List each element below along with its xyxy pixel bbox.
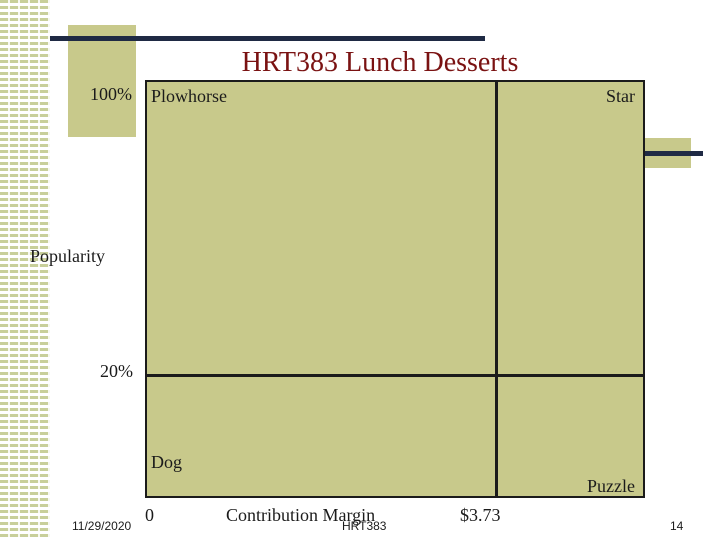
quadrant-label-dog: Dog <box>151 452 182 472</box>
slide-date: 11/29/2020 <box>72 519 132 533</box>
quadrant-label-plowhorse: Plowhorse <box>151 86 227 106</box>
slide-footer: HRT383 <box>342 519 387 533</box>
quadrant-label-puzzle: Puzzle <box>587 476 635 496</box>
x-axis-min-label: 0 <box>145 505 154 525</box>
decorative-stripes <box>0 0 50 540</box>
menu-engineering-matrix: Plowhorse Star Dog Puzzle <box>145 80 645 498</box>
x-axis-mid-label: $3.73 <box>460 505 501 525</box>
slide-title: HRT383 Lunch Desserts <box>241 47 519 78</box>
x-axis-label: Contribution Margin <box>226 505 376 525</box>
quadrant-label-star: Star <box>606 86 635 106</box>
decorative-block-left <box>68 25 136 137</box>
horizontal-divider <box>147 374 643 377</box>
slide-page-number: 14 <box>670 519 684 533</box>
y-axis-top-label: 100% <box>90 84 132 104</box>
y-axis-label: Popularity <box>30 246 105 266</box>
decorative-bar-top <box>50 36 485 41</box>
decorative-bar-right <box>643 151 703 156</box>
vertical-divider <box>495 82 498 496</box>
y-axis-mid-label: 20% <box>100 361 133 381</box>
